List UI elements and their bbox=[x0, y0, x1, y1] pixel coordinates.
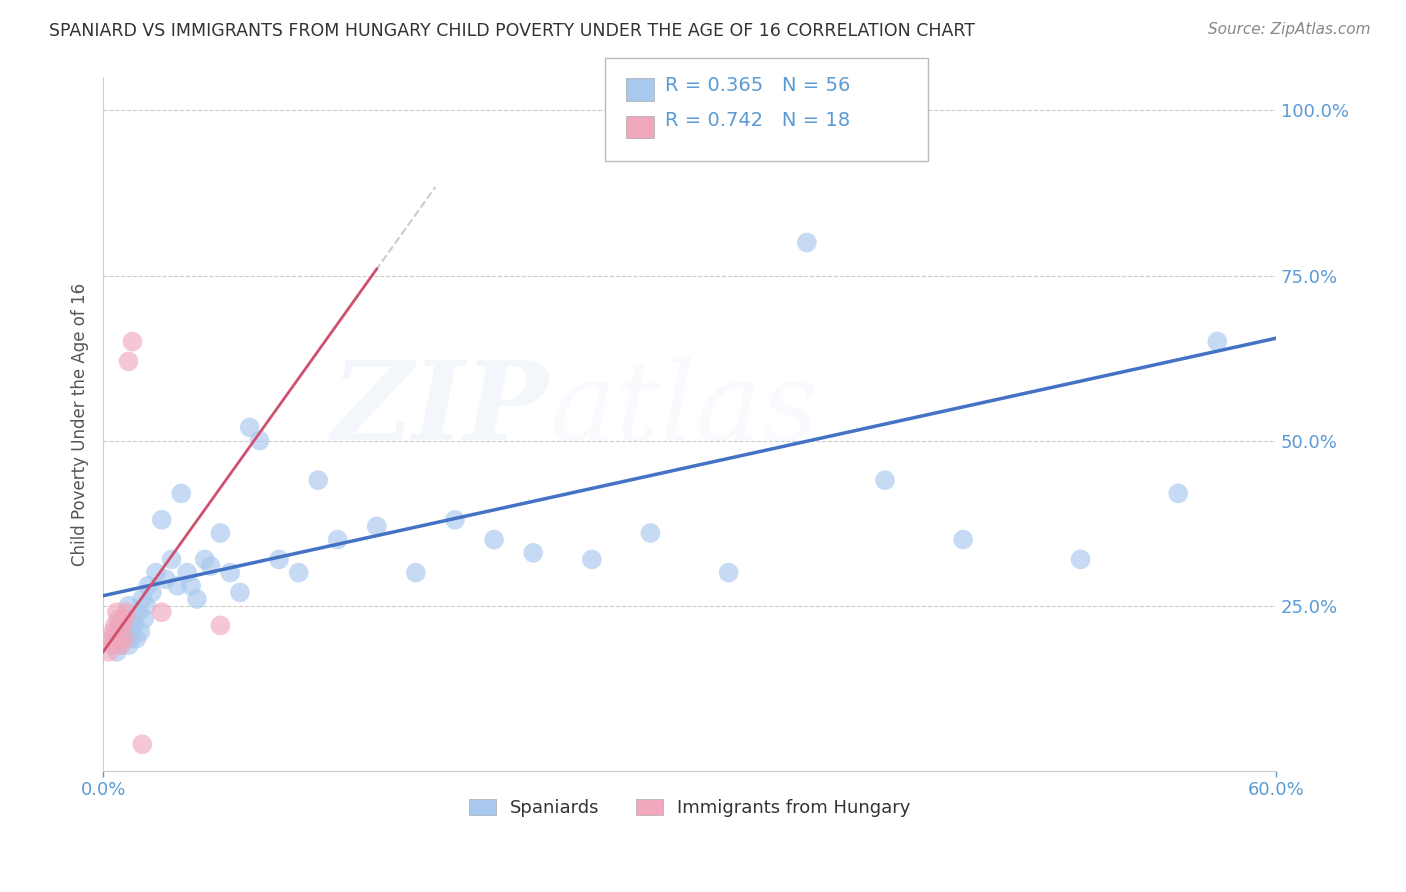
Point bbox=[717, 566, 740, 580]
Text: Source: ZipAtlas.com: Source: ZipAtlas.com bbox=[1208, 22, 1371, 37]
Point bbox=[155, 572, 177, 586]
Point bbox=[135, 599, 157, 613]
Point bbox=[101, 632, 124, 646]
Point bbox=[267, 552, 290, 566]
Point bbox=[180, 579, 202, 593]
Point bbox=[105, 605, 128, 619]
Point bbox=[209, 526, 232, 541]
Point bbox=[239, 420, 262, 434]
Point bbox=[125, 632, 148, 646]
Point bbox=[120, 632, 142, 646]
Point bbox=[405, 566, 427, 580]
Point bbox=[229, 585, 252, 599]
Text: atlas: atlas bbox=[548, 357, 818, 464]
Point bbox=[129, 625, 152, 640]
Point bbox=[150, 605, 173, 619]
Point bbox=[117, 354, 139, 368]
Point bbox=[186, 592, 208, 607]
Point bbox=[120, 625, 142, 640]
Text: SPANIARD VS IMMIGRANTS FROM HUNGARY CHILD POVERTY UNDER THE AGE OF 16 CORRELATIO: SPANIARD VS IMMIGRANTS FROM HUNGARY CHIL… bbox=[49, 22, 976, 40]
Point bbox=[134, 612, 156, 626]
Point bbox=[101, 638, 124, 652]
Point bbox=[307, 473, 329, 487]
Point bbox=[114, 612, 136, 626]
Point bbox=[110, 638, 132, 652]
Point bbox=[873, 473, 896, 487]
Point bbox=[105, 645, 128, 659]
Point bbox=[127, 605, 149, 619]
Point bbox=[98, 645, 121, 659]
Point bbox=[145, 566, 167, 580]
Point bbox=[110, 638, 132, 652]
Point bbox=[117, 638, 139, 652]
Point bbox=[150, 513, 173, 527]
Point bbox=[176, 566, 198, 580]
Point bbox=[104, 618, 127, 632]
Point bbox=[1069, 552, 1091, 566]
Point bbox=[115, 618, 138, 632]
Point bbox=[111, 625, 134, 640]
Point bbox=[117, 599, 139, 613]
Point bbox=[219, 566, 242, 580]
Point bbox=[581, 552, 603, 566]
Point bbox=[366, 519, 388, 533]
Point bbox=[160, 552, 183, 566]
Point bbox=[141, 585, 163, 599]
Text: ZIP: ZIP bbox=[332, 357, 548, 464]
Point bbox=[121, 612, 143, 626]
Point bbox=[121, 334, 143, 349]
Point bbox=[114, 632, 136, 646]
Point bbox=[796, 235, 818, 250]
Text: R = 0.742   N = 18: R = 0.742 N = 18 bbox=[665, 112, 851, 130]
Point bbox=[326, 533, 349, 547]
Point bbox=[107, 618, 129, 632]
Point bbox=[107, 612, 129, 626]
Point bbox=[194, 552, 217, 566]
Point bbox=[952, 533, 974, 547]
Point bbox=[115, 605, 138, 619]
Point bbox=[640, 526, 662, 541]
Point bbox=[1206, 334, 1229, 349]
Point bbox=[287, 566, 309, 580]
Point bbox=[1167, 486, 1189, 500]
Point bbox=[100, 632, 122, 646]
Point bbox=[444, 513, 467, 527]
Point bbox=[170, 486, 193, 500]
Point bbox=[166, 579, 188, 593]
Text: R = 0.365   N = 56: R = 0.365 N = 56 bbox=[665, 76, 851, 95]
Point bbox=[200, 559, 222, 574]
Point bbox=[209, 618, 232, 632]
Point bbox=[114, 632, 136, 646]
Point bbox=[482, 533, 505, 547]
Point bbox=[249, 434, 271, 448]
Point bbox=[101, 625, 124, 640]
Point bbox=[131, 737, 153, 751]
Point bbox=[111, 612, 134, 626]
Point bbox=[105, 632, 128, 646]
Point bbox=[111, 618, 134, 632]
Point bbox=[136, 579, 159, 593]
Y-axis label: Child Poverty Under the Age of 16: Child Poverty Under the Age of 16 bbox=[72, 283, 89, 566]
Point bbox=[522, 546, 544, 560]
Point bbox=[131, 592, 153, 607]
Legend: Spaniards, Immigrants from Hungary: Spaniards, Immigrants from Hungary bbox=[461, 791, 918, 824]
Point bbox=[124, 618, 146, 632]
